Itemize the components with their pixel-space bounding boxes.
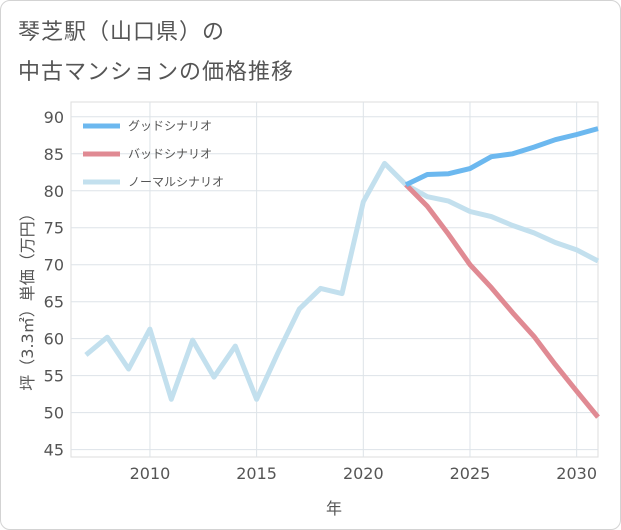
y-tick-label: 75 — [44, 219, 64, 238]
y-tick-label: 60 — [44, 330, 64, 349]
series-line — [404, 126, 599, 188]
x-axis-label: 年 — [326, 499, 342, 518]
y-tick-label: 70 — [44, 256, 64, 275]
legend-label: グッドシナリオ — [128, 119, 212, 133]
y-tick-labels: 45 50 55 60 65 70 75 80 85 90 — [44, 108, 64, 460]
y-tick-label: 50 — [44, 404, 64, 423]
grid — [71, 102, 598, 457]
series-line — [84, 160, 600, 402]
y-tick-label: 90 — [44, 108, 64, 127]
y-tick-label: 45 — [44, 441, 64, 460]
x-tick-label: 2030 — [556, 464, 597, 483]
legend-label: バッドシナリオ — [128, 147, 212, 161]
plot-area — [70, 101, 599, 458]
x-tick-label: 2010 — [130, 464, 171, 483]
chart-title-line2: 中古マンションの価格推移 — [18, 60, 295, 85]
x-tick-label: 2025 — [450, 464, 491, 483]
series-lines — [84, 126, 600, 419]
series-line — [404, 183, 600, 419]
x-tick-labels: 2010 2015 2020 2025 2030 — [130, 464, 597, 483]
y-tick-label: 80 — [44, 182, 64, 201]
y-axis-label: 坪（3.3㎡）単価（万円） — [18, 205, 37, 390]
chart-title-line1: 琴芝駅（山口県）の — [18, 20, 226, 45]
x-tick-label: 2015 — [236, 464, 277, 483]
y-tick-label: 65 — [44, 293, 64, 312]
y-tick-label: 85 — [44, 145, 64, 164]
x-tick-label: 2020 — [343, 464, 384, 483]
y-tick-label: 55 — [44, 367, 64, 386]
legend-label: ノーマルシナリオ — [128, 175, 224, 189]
